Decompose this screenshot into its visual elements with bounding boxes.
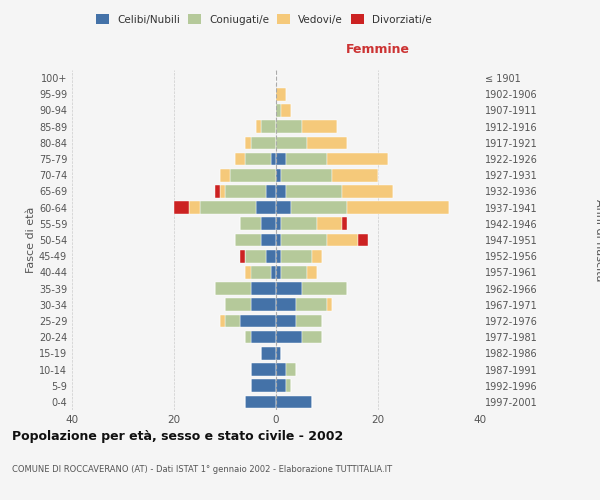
Bar <box>276 185 286 198</box>
Bar <box>281 234 327 246</box>
Bar <box>276 152 286 166</box>
Bar <box>342 185 394 198</box>
Bar <box>245 266 251 278</box>
Bar <box>215 185 220 198</box>
Bar <box>327 298 332 311</box>
Bar <box>251 266 271 278</box>
Bar <box>276 136 307 149</box>
Bar <box>276 169 281 181</box>
Bar <box>276 250 281 262</box>
Bar <box>251 380 276 392</box>
Bar <box>342 218 347 230</box>
Bar <box>199 202 256 214</box>
Bar <box>281 250 312 262</box>
Bar <box>281 169 332 181</box>
Bar <box>276 380 286 392</box>
Bar <box>251 331 276 344</box>
Bar <box>276 234 281 246</box>
Bar <box>276 120 302 133</box>
Bar <box>276 396 312 408</box>
Y-axis label: Anni di nascita: Anni di nascita <box>595 198 600 281</box>
Bar <box>276 298 296 311</box>
Bar <box>266 250 276 262</box>
Bar <box>276 202 292 214</box>
Bar <box>251 363 276 376</box>
Bar <box>260 234 276 246</box>
Bar <box>296 298 327 311</box>
Bar <box>286 363 296 376</box>
Bar <box>225 298 251 311</box>
Bar <box>302 331 322 344</box>
Text: COMUNE DI ROCCAVERANO (AT) - Dati ISTAT 1° gennaio 2002 - Elaborazione TUTTITALI: COMUNE DI ROCCAVERANO (AT) - Dati ISTAT … <box>12 465 392 474</box>
Bar <box>245 250 266 262</box>
Bar <box>276 331 302 344</box>
Bar <box>240 218 260 230</box>
Bar <box>240 314 276 328</box>
Bar <box>260 347 276 360</box>
Bar <box>317 218 342 230</box>
Bar <box>286 152 327 166</box>
Bar <box>276 314 296 328</box>
Bar <box>215 282 251 295</box>
Bar <box>276 363 286 376</box>
Bar <box>358 234 368 246</box>
Bar <box>332 169 378 181</box>
Bar <box>260 120 276 133</box>
Bar <box>307 266 317 278</box>
Bar <box>225 314 240 328</box>
Bar <box>251 282 276 295</box>
Bar <box>271 266 276 278</box>
Bar <box>281 218 317 230</box>
Bar <box>276 282 302 295</box>
Bar <box>174 202 190 214</box>
Bar <box>276 88 286 101</box>
Y-axis label: Fasce di età: Fasce di età <box>26 207 36 273</box>
Bar <box>307 136 347 149</box>
Legend: Celibi/Nubili, Coniugati/e, Vedovi/e, Divorziati/e: Celibi/Nubili, Coniugati/e, Vedovi/e, Di… <box>92 10 436 29</box>
Bar <box>256 202 276 214</box>
Bar <box>276 218 281 230</box>
Bar <box>276 347 281 360</box>
Bar <box>281 104 292 117</box>
Bar <box>245 331 251 344</box>
Bar <box>251 298 276 311</box>
Text: Femmine: Femmine <box>346 44 410 57</box>
Bar <box>302 120 337 133</box>
Bar <box>235 234 260 246</box>
Bar <box>190 202 199 214</box>
Bar <box>256 120 260 133</box>
Bar <box>327 152 388 166</box>
Bar <box>286 380 292 392</box>
Bar <box>281 266 307 278</box>
Bar <box>245 152 271 166</box>
Bar <box>251 136 276 149</box>
Bar <box>302 282 347 295</box>
Bar <box>347 202 449 214</box>
Bar <box>235 152 245 166</box>
Bar <box>276 266 281 278</box>
Bar <box>260 218 276 230</box>
Bar <box>327 234 358 246</box>
Bar <box>220 185 225 198</box>
Bar <box>245 396 276 408</box>
Bar <box>276 104 281 117</box>
Bar <box>245 136 251 149</box>
Bar <box>230 169 276 181</box>
Bar <box>271 152 276 166</box>
Text: Popolazione per età, sesso e stato civile - 2002: Popolazione per età, sesso e stato civil… <box>12 430 343 443</box>
Bar <box>296 314 322 328</box>
Bar <box>225 185 266 198</box>
Bar <box>266 185 276 198</box>
Bar <box>220 169 230 181</box>
Bar <box>312 250 322 262</box>
Bar <box>220 314 225 328</box>
Bar <box>240 250 245 262</box>
Bar <box>286 185 342 198</box>
Bar <box>292 202 347 214</box>
